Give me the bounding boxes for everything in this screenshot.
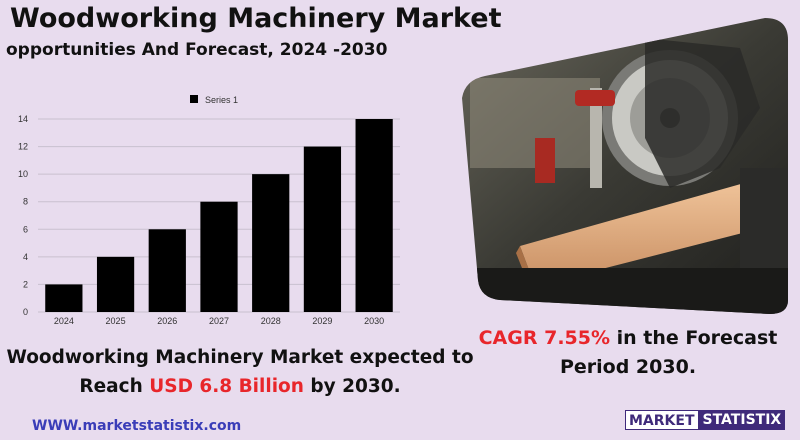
reach-value: USD 6.8 Billion: [149, 376, 304, 397]
bar-2030: [355, 119, 393, 312]
legend-label: Series 1: [205, 95, 238, 105]
cagr-suffix: in the Forecast: [610, 327, 778, 349]
x-tick-label: 2030: [364, 316, 384, 326]
chart-legend: Series 1: [190, 95, 238, 105]
x-tick-label: 2025: [106, 316, 126, 326]
y-tick-label: 14: [18, 114, 28, 124]
x-tick-label: 2029: [312, 316, 332, 326]
cagr-value: CAGR 7.55%: [478, 327, 611, 349]
miter-saw-photo: [462, 18, 788, 314]
reach-line-2: Reach USD 6.8 Billion by 2030.: [0, 372, 480, 401]
logo-part-statistix: STATISTIX: [698, 410, 786, 430]
legend-swatch: [190, 95, 198, 103]
bar-2026: [148, 229, 186, 312]
bar-2025: [96, 256, 135, 312]
y-tick-label: 0: [23, 307, 28, 317]
cagr-line-1: CAGR 7.55% in the Forecast: [458, 324, 798, 353]
bar-2029: [303, 146, 342, 312]
y-tick-label: 8: [23, 197, 28, 207]
bar-2027: [200, 201, 238, 312]
x-tick-label: 2028: [261, 316, 281, 326]
website-link[interactable]: WWW.marketstatistix.com: [32, 418, 242, 434]
reach-prefix: Reach: [79, 376, 150, 397]
chart-bars: [45, 119, 393, 312]
y-tick-label: 10: [18, 169, 28, 179]
cagr-line-2: Period 2030.: [559, 356, 697, 378]
reach-line-1: Woodworking Machinery Market expected to: [6, 347, 474, 368]
x-tick-label: 2024: [54, 316, 74, 326]
x-axis-ticks: 2024 2025 2026 2027 2028 2029 2030: [54, 316, 384, 326]
bar-2028: [252, 174, 290, 312]
logo-part-market: MARKET: [625, 410, 699, 430]
y-tick-label: 4: [23, 252, 28, 262]
brand-logo: MARKET STATISTIX: [625, 410, 786, 430]
bar-chart: 0 2 4 6 8 10 12 14 2024 2025 2026 2027 2028 2029 2030…: [18, 95, 400, 326]
market-size-statement: Woodworking Machinery Market expected to…: [0, 343, 480, 401]
x-tick-label: 2027: [209, 316, 229, 326]
y-tick-label: 2: [23, 279, 28, 289]
y-axis-ticks: 0 2 4 6 8 10 12 14: [18, 114, 28, 317]
reach-suffix: by 2030.: [303, 376, 401, 397]
y-tick-label: 12: [18, 142, 28, 152]
cagr-statement: CAGR 7.55% in the Forecast Period 2030.: [458, 324, 798, 382]
page-subtitle: opportunities And Forecast, 2024 -2030: [6, 40, 388, 60]
bar-2024: [45, 284, 83, 312]
y-tick-label: 6: [23, 224, 28, 234]
page-title: Woodworking Machinery Market: [10, 3, 502, 34]
x-tick-label: 2026: [157, 316, 177, 326]
